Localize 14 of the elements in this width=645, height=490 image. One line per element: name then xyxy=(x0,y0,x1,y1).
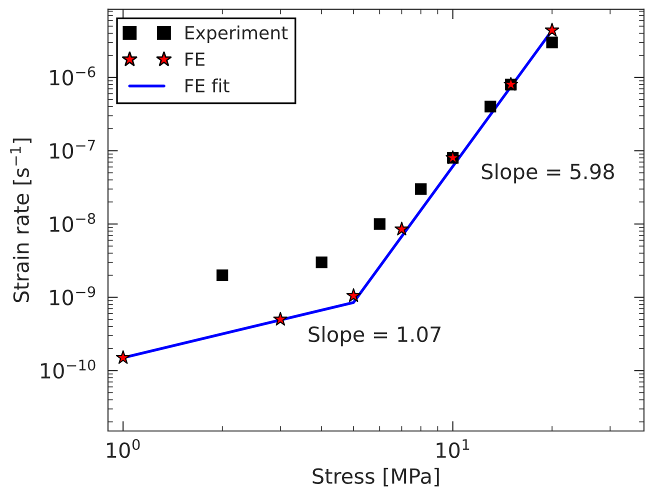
y-tick-label: 10$^{−7}$ xyxy=(50,140,95,159)
y-tick-label: 10$^{−6}$ xyxy=(50,66,96,86)
legend-label: FE xyxy=(186,52,204,66)
y-tick-label: 10$^{−9}$ xyxy=(50,286,96,306)
y-axis-title: Strain rate [s$^{−1}$] xyxy=(10,138,32,302)
x-tick-label: 10$^{0}$ xyxy=(107,438,140,458)
annotation: Slope = 5.98 xyxy=(482,163,614,184)
x-axis-title: Stress [MPa] xyxy=(312,468,439,486)
y-tick-label: 10$^{−8}$ xyxy=(50,212,96,232)
y-tick-label: 10$^{−10}$ xyxy=(41,360,96,379)
annotation: Slope = 1.07 xyxy=(308,326,440,346)
legend-label: FE fit xyxy=(186,78,230,92)
x-tick-label: 10$^{1}$ xyxy=(436,439,470,458)
legend-label: Experiment xyxy=(186,26,288,44)
